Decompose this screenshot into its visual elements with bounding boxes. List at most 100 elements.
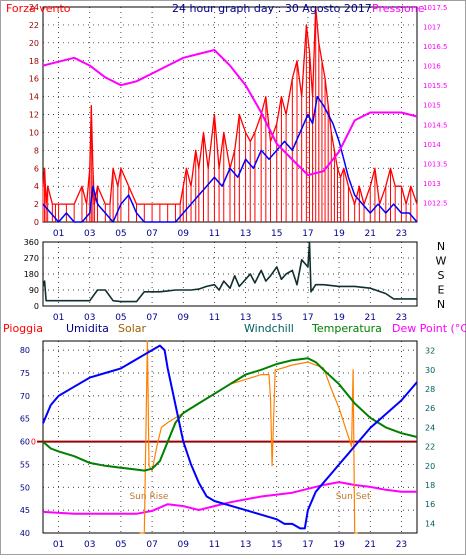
x-tick-label: 19 (333, 540, 345, 550)
y-tick-label-left: 2 (34, 200, 39, 209)
y-tick-label-left: 24 (29, 3, 39, 12)
x-tick-label: 21 (365, 313, 376, 323)
legend-dew-point: Dew Point (°C) (392, 322, 466, 335)
x-tick-label: 03 (84, 313, 95, 323)
series-line-vento-medio (42, 95, 418, 223)
y-tick-label-right: 1016.5 (423, 43, 448, 51)
x-tick-label: 15 (271, 229, 282, 239)
temperature-panel-ticks: 01 03 05 07 09 11 13 15 17 19 21 23 40 45 50 55 60 65 70 75… (20, 346, 435, 550)
x-tick-label: 09 (178, 313, 190, 323)
sun-annotation: Sun Rise (129, 492, 168, 502)
wind-panel-series (42, 6, 418, 223)
y-tick-label-left: 18 (29, 57, 39, 66)
y-tick-label-right: 24 (425, 423, 435, 432)
y-tick-label-left: 360 (24, 238, 39, 247)
direction-panel-grid (43, 242, 417, 306)
x-tick-label: 21 (365, 540, 376, 550)
y-tick-label-right: 18 (425, 481, 435, 490)
y-tick-label-right: 30 (425, 366, 435, 375)
x-tick-label: 01 (53, 229, 64, 239)
y-tick-label-right: 28 (425, 385, 435, 394)
y-tick-label-left: 14 (29, 93, 39, 102)
right-axis-title: Pressione (372, 2, 425, 15)
y-tick-label-left: 6 (34, 164, 39, 173)
y-tick-label-left: 55 (20, 460, 30, 469)
legend-solar: Solar (118, 322, 147, 335)
x-tick-label: 11 (209, 540, 220, 550)
x-tick-label: 07 (146, 313, 157, 323)
y-tick-label-right: 1013 (423, 180, 441, 188)
y-tick-label-left: 90 (29, 286, 39, 295)
x-tick-label: 01 (53, 540, 64, 550)
y-tick-label-right: 1017.5 (423, 4, 448, 12)
x-tick-label: 15 (271, 313, 282, 323)
x-tick-label: 07 (146, 540, 157, 550)
y-tick-label-left: 22 (29, 21, 39, 30)
rain-zero-label: 0 (31, 438, 36, 447)
y-tick-label-right: 1015 (423, 102, 441, 110)
y-tick-label-left: 75 (20, 369, 30, 378)
series-line-direzione-vento (42, 241, 417, 303)
x-tick-label: 05 (115, 540, 126, 550)
y-tick-label-right: 14 (425, 519, 435, 528)
compass-label: N (437, 240, 445, 253)
x-tick-label: 17 (302, 229, 313, 239)
x-tick-label: 01 (53, 313, 64, 323)
series-line-umidita (42, 344, 418, 530)
y-tick-label-right: 20 (425, 462, 435, 471)
y-tick-label-left: 40 (20, 529, 30, 538)
y-tick-label-right: 1014 (423, 141, 441, 149)
y-tick-label-right: 16 (425, 500, 435, 509)
x-tick-label: 23 (396, 313, 407, 323)
y-tick-label-left: 50 (20, 483, 30, 492)
legend-windchill: Windchill (244, 322, 294, 335)
x-tick-label: 23 (396, 540, 407, 550)
series-line-temperatura (42, 357, 418, 472)
legend-umidita: Umidita (66, 322, 109, 335)
x-tick-label: 17 (302, 313, 313, 323)
y-tick-label-left: 4 (34, 182, 39, 191)
x-tick-label: 11 (209, 313, 220, 323)
y-tick-label-left: 0 (34, 302, 39, 311)
wind-pressure-panel: 01 03 05 07 09 11 13 15 17 19 21 230246810121416182… (6, 2, 448, 239)
y-tick-label-left: 0 (34, 218, 39, 227)
x-tick-label: 05 (115, 313, 126, 323)
x-tick-label: 15 (271, 540, 282, 550)
y-tick-label-right: 22 (425, 443, 435, 452)
y-tick-label-left: 65 (20, 415, 30, 424)
compass-label: W (436, 255, 447, 268)
x-tick-label: 23 (396, 229, 407, 239)
x-tick-label: 03 (84, 540, 95, 550)
x-tick-label: 17 (302, 540, 313, 550)
temperature-panel-series (37, 340, 418, 534)
y-tick-label-right: 1014.5 (423, 121, 448, 129)
y-tick-label-right: 1013.5 (423, 160, 448, 168)
y-tick-label-left: 270 (24, 254, 39, 263)
y-tick-label-left: 8 (34, 146, 39, 155)
y-tick-label-left: 60 (20, 438, 30, 447)
compass-label: E (438, 284, 445, 297)
wind-panel-ticks: 01 03 05 07 09 11 13 15 17 19 21 230246810121416182… (29, 3, 448, 239)
y-tick-label-left: 10 (29, 128, 39, 137)
series-line-solar (139, 340, 358, 534)
chart-title: 24 hour graph day : 30 Agosto 2017 (172, 2, 372, 15)
sun-annotation: Sun Set (336, 492, 371, 502)
y-tick-label-right: 32 (425, 347, 435, 356)
y-tick-label-left: 80 (20, 346, 30, 355)
left-axis-title: Forza vento (6, 2, 71, 15)
direction-panel-series (42, 241, 417, 303)
x-tick-label: 09 (178, 540, 190, 550)
compass-label: N (437, 298, 445, 311)
x-tick-label: 19 (333, 313, 345, 323)
x-tick-label: 11 (209, 229, 220, 239)
y-tick-label-left: 70 (20, 392, 30, 401)
x-tick-label: 19 (333, 229, 345, 239)
y-tick-label-left: 16 (29, 75, 39, 84)
y-tick-label-right: 26 (425, 404, 435, 413)
x-tick-label: 09 (178, 229, 190, 239)
x-tick-label: 21 (365, 229, 376, 239)
